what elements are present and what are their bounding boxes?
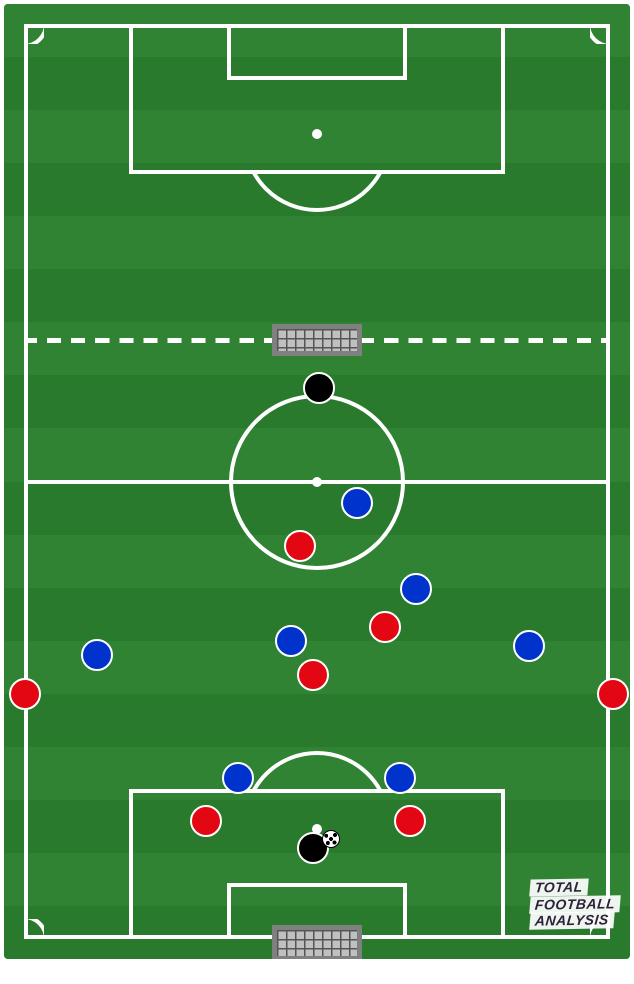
six-yard-bottom-top	[227, 883, 407, 887]
grass-stripe	[4, 4, 630, 58]
six-yard-bottom-right	[403, 883, 407, 939]
corner-arc-tl	[24, 24, 44, 44]
six-yard-top-top	[227, 24, 407, 28]
mini-goal	[272, 925, 362, 959]
stage: TOTALFOOTBALLANALYSIS	[0, 0, 634, 984]
watermark-line1: TOTAL	[529, 878, 588, 896]
player-blue	[341, 487, 373, 519]
six-yard-top-left	[227, 24, 231, 80]
ball-icon	[322, 830, 340, 848]
player-blue	[222, 762, 254, 794]
player-red	[369, 611, 401, 643]
player-blue	[400, 573, 432, 605]
player-red	[597, 678, 629, 710]
six-yard-top-right	[403, 24, 407, 80]
player-blue	[513, 630, 545, 662]
center-spot	[312, 477, 322, 487]
mini-goal	[272, 324, 362, 356]
mini-goal-mesh	[277, 930, 357, 956]
player-red	[284, 530, 316, 562]
penalty-box-top-right	[501, 24, 505, 174]
penalty-box-top-left	[129, 24, 133, 174]
watermark-line2: FOOTBALL	[529, 895, 621, 913]
pitch: TOTALFOOTBALLANALYSIS	[4, 4, 630, 959]
player-blue	[81, 639, 113, 671]
player-blue	[275, 625, 307, 657]
mini-goal-mesh	[277, 329, 357, 351]
penalty-spot-top	[312, 129, 322, 139]
player-red	[297, 659, 329, 691]
corner-arc-bl	[24, 919, 44, 939]
penalty-box-bottom-top	[129, 789, 505, 793]
watermark-line3: ANALYSIS	[529, 912, 614, 930]
grass-stripe	[4, 57, 630, 111]
six-yard-top-bottom	[227, 76, 407, 80]
penalty-arc-top	[129, 174, 505, 224]
penalty-box-bottom-left	[129, 789, 133, 939]
player-red	[190, 805, 222, 837]
penalty-box-bottom-right	[501, 789, 505, 939]
corner-arc-tr	[590, 24, 610, 44]
watermark: TOTALFOOTBALLANALYSIS	[530, 879, 620, 929]
player-blue	[384, 762, 416, 794]
player-red	[9, 678, 41, 710]
grass-stripe	[4, 269, 630, 323]
grass-stripe	[4, 216, 630, 270]
player-red	[394, 805, 426, 837]
player-black	[303, 372, 335, 404]
penalty-arc-bottom	[129, 739, 505, 789]
six-yard-bottom-left	[227, 883, 231, 939]
